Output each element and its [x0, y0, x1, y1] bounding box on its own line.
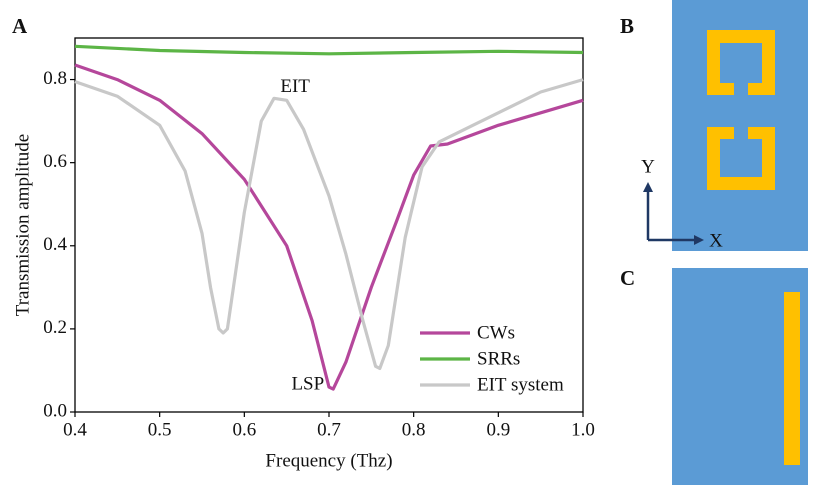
split-ring [707, 30, 775, 190]
x-tick-label: 0.7 [317, 419, 341, 440]
y-tick-label: 0.4 [43, 234, 67, 255]
cut-wire [784, 292, 800, 465]
y-tick-label: 0.6 [43, 151, 67, 172]
y-tick-label: 0.8 [43, 68, 67, 89]
x-tick-label: 0.8 [402, 419, 426, 440]
legend-label: EIT system [477, 374, 564, 395]
panel-label: C [620, 266, 635, 290]
x-tick-label: 0.9 [486, 419, 510, 440]
legend-label: CWs [477, 322, 515, 343]
x-tick-label: 0.6 [232, 419, 256, 440]
x-axis-title: Frequency (Thz) [265, 450, 392, 471]
y-tick-label: 0.2 [43, 317, 67, 338]
axis-label: Y [641, 156, 655, 177]
coordinate-axes [643, 182, 704, 245]
axis-label: X [709, 230, 723, 251]
x-tick-label: 0.5 [148, 419, 172, 440]
annotation: LSP [291, 373, 324, 394]
panel-label: B [620, 14, 634, 38]
y-axis-title: Transmission amplitude [12, 134, 33, 316]
annotation: EIT [280, 76, 310, 97]
legend-label: SRRs [477, 348, 520, 369]
y-tick-label: 0.0 [43, 400, 67, 421]
panel-label: A [12, 14, 28, 38]
data-line [74, 63, 584, 391]
plot-frame [74, 37, 584, 413]
data-line [74, 78, 584, 370]
x-tick-label: 0.4 [63, 419, 87, 440]
x-tick-label: 1.0 [571, 419, 595, 440]
data-line [74, 44, 584, 56]
